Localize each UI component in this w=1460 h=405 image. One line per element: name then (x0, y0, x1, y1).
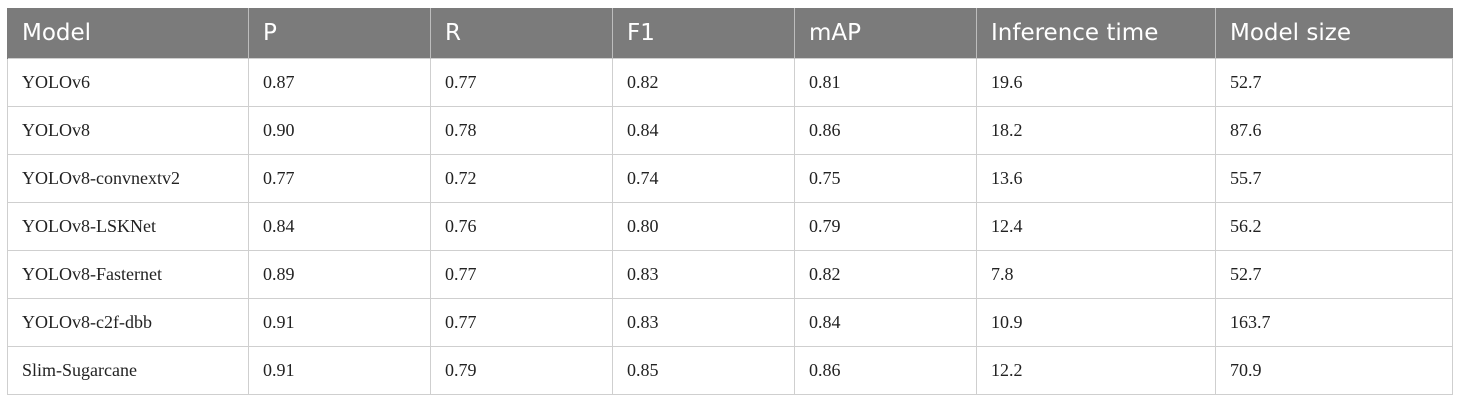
cell-map: 0.84 (794, 298, 977, 347)
cell-model: YOLOv8-LSKNet (7, 202, 249, 251)
cell-f1: 0.84 (612, 106, 795, 155)
column-header-p: P (248, 8, 431, 59)
cell-inference-time: 13.6 (976, 154, 1216, 203)
cell-r: 0.77 (430, 298, 613, 347)
header-row: Model P R F1 mAP Inference time Model si… (7, 8, 1453, 59)
cell-f1: 0.74 (612, 154, 795, 203)
table-row: YOLOv8-LSKNet 0.84 0.76 0.80 0.79 12.4 5… (7, 202, 1453, 251)
cell-map: 0.79 (794, 202, 977, 251)
column-header-inference-time: Inference time (976, 8, 1216, 59)
table-row: Slim-Sugarcane 0.91 0.79 0.85 0.86 12.2 … (7, 346, 1453, 395)
cell-model-size: 52.7 (1215, 250, 1453, 299)
cell-map: 0.75 (794, 154, 977, 203)
cell-f1: 0.82 (612, 58, 795, 107)
model-comparison-table-container: Model P R F1 mAP Inference time Model si… (7, 8, 1453, 395)
cell-r: 0.72 (430, 154, 613, 203)
table-row: YOLOv8-c2f-dbb 0.91 0.77 0.83 0.84 10.9 … (7, 298, 1453, 347)
column-header-model: Model (7, 8, 249, 59)
cell-map: 0.82 (794, 250, 977, 299)
table-header: Model P R F1 mAP Inference time Model si… (7, 8, 1453, 59)
cell-p: 0.91 (248, 346, 431, 395)
cell-p: 0.90 (248, 106, 431, 155)
table-row: YOLOv8-convnextv2 0.77 0.72 0.74 0.75 13… (7, 154, 1453, 203)
cell-model-size: 87.6 (1215, 106, 1453, 155)
cell-inference-time: 10.9 (976, 298, 1216, 347)
table-row: YOLOv8 0.90 0.78 0.84 0.86 18.2 87.6 (7, 106, 1453, 155)
cell-r: 0.77 (430, 250, 613, 299)
cell-inference-time: 12.2 (976, 346, 1216, 395)
cell-f1: 0.83 (612, 250, 795, 299)
column-header-f1: F1 (612, 8, 795, 59)
cell-r: 0.78 (430, 106, 613, 155)
cell-model: YOLOv8-Fasternet (7, 250, 249, 299)
cell-model-size: 56.2 (1215, 202, 1453, 251)
column-header-model-size: Model size (1215, 8, 1453, 59)
cell-inference-time: 19.6 (976, 58, 1216, 107)
cell-f1: 0.83 (612, 298, 795, 347)
cell-model-size: 52.7 (1215, 58, 1453, 107)
cell-model: YOLOv8-convnextv2 (7, 154, 249, 203)
cell-inference-time: 18.2 (976, 106, 1216, 155)
cell-f1: 0.85 (612, 346, 795, 395)
cell-inference-time: 7.8 (976, 250, 1216, 299)
cell-p: 0.77 (248, 154, 431, 203)
cell-model: YOLOv8-c2f-dbb (7, 298, 249, 347)
cell-model: YOLOv8 (7, 106, 249, 155)
cell-r: 0.77 (430, 58, 613, 107)
cell-map: 0.86 (794, 346, 977, 395)
cell-inference-time: 12.4 (976, 202, 1216, 251)
model-comparison-table: Model P R F1 mAP Inference time Model si… (7, 8, 1453, 395)
table-body: YOLOv6 0.87 0.77 0.82 0.81 19.6 52.7 YOL… (7, 58, 1453, 395)
cell-f1: 0.80 (612, 202, 795, 251)
column-header-map: mAP (794, 8, 977, 59)
cell-map: 0.86 (794, 106, 977, 155)
cell-p: 0.87 (248, 58, 431, 107)
cell-model-size: 55.7 (1215, 154, 1453, 203)
cell-model-size: 163.7 (1215, 298, 1453, 347)
table-row: YOLOv8-Fasternet 0.89 0.77 0.83 0.82 7.8… (7, 250, 1453, 299)
column-header-r: R (430, 8, 613, 59)
cell-p: 0.89 (248, 250, 431, 299)
cell-r: 0.79 (430, 346, 613, 395)
cell-p: 0.84 (248, 202, 431, 251)
cell-model-size: 70.9 (1215, 346, 1453, 395)
cell-model: YOLOv6 (7, 58, 249, 107)
cell-model: Slim-Sugarcane (7, 346, 249, 395)
cell-r: 0.76 (430, 202, 613, 251)
cell-map: 0.81 (794, 58, 977, 107)
cell-p: 0.91 (248, 298, 431, 347)
table-row: YOLOv6 0.87 0.77 0.82 0.81 19.6 52.7 (7, 58, 1453, 107)
